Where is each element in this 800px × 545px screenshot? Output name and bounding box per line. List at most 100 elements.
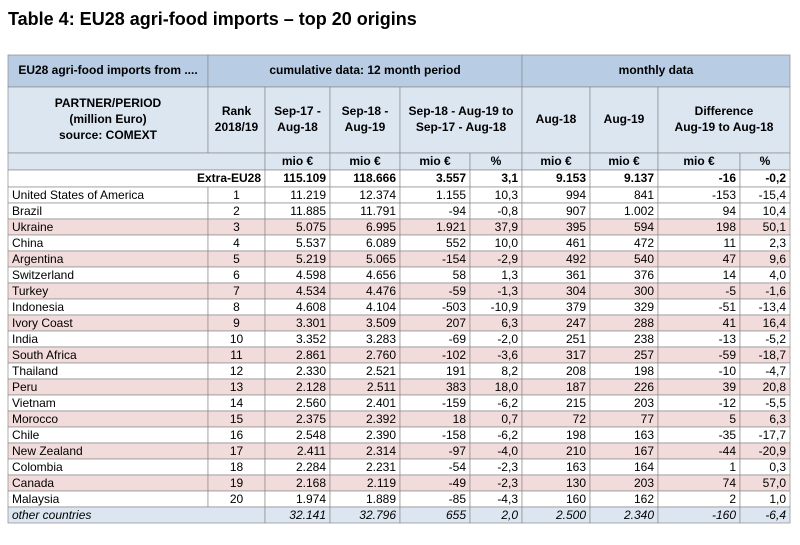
country-name: Argentina [12,252,64,266]
cell-value: 47 [723,252,737,266]
cell-value: 0,3 [769,460,786,474]
cell-value: 2.560 [296,396,326,410]
cell-value: -153 [712,188,736,202]
header-group: EU28 agri-food imports from .... [18,63,197,77]
cell-value: 2.548 [296,428,326,442]
cell-value: 12.374 [359,188,396,202]
cell-value: 379 [566,300,586,314]
cell-value: 3.509 [366,316,396,330]
cell-value: 3.557 [436,171,466,185]
unit-label: mio € [419,154,451,168]
cell-value: 841 [634,188,654,202]
cell-value: 6.995 [366,220,396,234]
unit-label: mio € [540,154,572,168]
unit-label: % [491,154,502,168]
cell-value: 3.352 [296,332,326,346]
cell-value: -54 [449,460,467,474]
cell-value: 329 [634,300,654,314]
cell-value: -44 [719,444,737,458]
cell-value: 72 [573,412,587,426]
cell-value: -0,8 [497,204,518,218]
rank: 2 [233,204,240,218]
cell-value: -17,7 [759,428,787,442]
header-group: monthly data [619,63,694,77]
cell-value: 3.283 [366,332,396,346]
cell-value: -5,5 [765,396,786,410]
cell-value: -160 [712,508,736,522]
column-header: Sep-18 - Aug-19 to [409,104,514,118]
cell-value: -85 [449,492,467,506]
cell-value: 4.104 [366,300,396,314]
table-cell [207,54,523,88]
cell-value: -6,2 [497,396,518,410]
cell-value: 215 [566,396,586,410]
rank: 10 [230,332,244,346]
row-label: Extra-EU28 [197,171,261,185]
cell-value: 1.889 [366,492,396,506]
cell-value: 58 [453,268,467,282]
cell-value: 4.476 [366,284,396,298]
country-name: Morocco [12,412,58,426]
cell-value: 198 [634,364,654,378]
cell-value: 2,3 [769,236,786,250]
cell-value: 461 [566,236,586,250]
country-name: Malaysia [12,492,60,506]
table-cell [657,410,741,428]
cell-value: 11 [724,236,737,250]
rank: 17 [230,444,244,458]
cell-value: 2.500 [555,508,586,522]
cell-value: 3,1 [501,171,518,185]
cell-value: 20,8 [763,380,787,394]
cell-value: -102 [442,348,466,362]
cell-value: 115.109 [283,171,326,185]
rank: 6 [233,268,240,282]
table-cell [7,54,209,88]
cell-value: 994 [566,188,586,202]
column-header: Rank [222,104,252,118]
cell-value: 257 [634,348,654,362]
cell-value: 10,4 [763,204,787,218]
cell-value: 247 [566,316,586,330]
cell-value: 2.390 [366,428,396,442]
cell-value: 164 [634,460,654,474]
cell-value: 4.534 [296,284,326,298]
table-cell [657,86,791,154]
column-header: Aug-18 [536,112,577,126]
column-header: Aug-19 [345,120,386,134]
cell-value: 2.861 [296,348,326,362]
rank: 3 [233,220,240,234]
column-header: Aug-19 to Aug-18 [675,120,774,134]
cell-value: 6,3 [769,412,786,426]
column-header: Sep-18 - [342,104,389,118]
cell-value: 2.168 [296,476,326,490]
table-cell [7,378,209,396]
table-cell [521,54,791,88]
rank: 8 [233,300,240,314]
cell-value: -16 [719,171,737,185]
cell-value: 11.791 [360,204,396,218]
cell-value: 160 [566,492,586,506]
cell-value: 203 [634,396,654,410]
cell-value: -0,2 [765,171,786,185]
page-title: Table 4: EU28 agri-food imports – top 20… [8,9,417,29]
cell-value: 163 [634,428,654,442]
cell-value: -20,9 [759,444,787,458]
cell-value: 210 [566,444,586,458]
cell-value: 5.075 [296,220,326,234]
column-header: (million Euro) [69,112,146,126]
cell-value: -13,4 [759,300,787,314]
cell-value: 4.608 [296,300,326,314]
cell-value: -4,7 [765,364,786,378]
country-name: Ivory Coast [12,316,73,330]
cell-value: 1 [729,460,736,474]
cell-value: 5.065 [366,252,396,266]
cell-value: 2.760 [366,348,396,362]
cell-value: 5 [729,412,736,426]
rank: 1 [233,188,240,202]
cell-value: -2,9 [497,252,518,266]
country-name: Ukraine [12,220,54,234]
cell-value: 94 [723,204,737,218]
country-name: Brazil [12,204,42,218]
unit-label: mio € [349,154,381,168]
